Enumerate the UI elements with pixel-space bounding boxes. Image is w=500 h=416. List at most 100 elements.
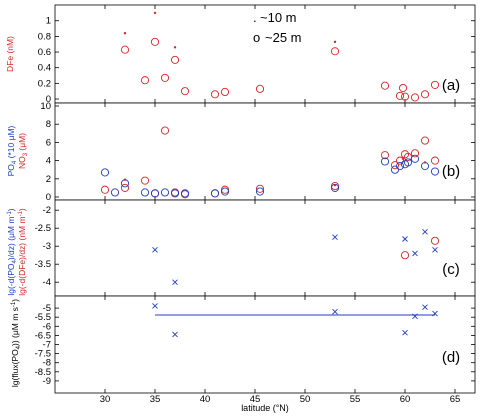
panel-d: -5-5.5-6-6.5-7-7.5-8-8.5-9 lg(flux(PO4))… (10, 295, 476, 394)
data-point-circle (180, 189, 190, 198)
panel-b-tag: (b) (442, 163, 460, 180)
y-tick-label: -5.5 (35, 312, 51, 323)
panel-a-ylabel: DFe (nM) (5, 36, 15, 72)
x-tick-label: 45 (250, 394, 261, 405)
y-tick-label: -8.5 (35, 367, 51, 378)
y-tick-label: -5 (43, 303, 51, 314)
panel-d-ylabel: lg(flux(PO4)) (μM m s-1) (10, 299, 22, 387)
panel-d-frame (54, 295, 476, 394)
data-point-x (422, 228, 428, 235)
data-point-dot (173, 46, 177, 49)
data-point-x (432, 246, 438, 253)
data-point-circle (410, 93, 420, 102)
data-point-circle (395, 162, 405, 171)
panel-d-marks (152, 303, 438, 338)
panel-d-tag: (d) (442, 349, 460, 366)
panel-a-marks (120, 11, 440, 102)
y-tick-label: -3 (43, 241, 51, 252)
x-axis-label: latitude (°N) (241, 403, 289, 413)
data-point-circle (430, 156, 440, 165)
data-point-circle (160, 73, 170, 82)
data-point-circle (180, 87, 190, 96)
y-tick-label: -2 (43, 205, 51, 216)
panel-b-marks (100, 126, 440, 199)
y-tick-label: -4 (43, 277, 51, 288)
x-tick-label: 40 (200, 394, 211, 405)
data-point-x (432, 310, 438, 317)
data-point-dot (123, 32, 127, 35)
data-point-circle (255, 84, 265, 93)
data-point-circle (400, 92, 410, 101)
data-point-circle (403, 158, 413, 167)
data-point-circle (400, 251, 410, 260)
panel-c-frame (54, 199, 476, 297)
data-point-x (402, 236, 408, 242)
panel-c-marks (152, 228, 440, 286)
y-tick-label: 4 (46, 156, 51, 167)
data-point-circle (380, 151, 390, 160)
data-point-x (332, 234, 338, 241)
data-point-dot (123, 178, 127, 181)
y-tick-label: -3.5 (35, 259, 51, 270)
y-tick-label: 2 (46, 174, 51, 185)
data-point-circle (410, 149, 420, 158)
data-point-circle (140, 188, 150, 197)
x-tick-label: 30 (100, 394, 111, 405)
y-tick-label: -2.5 (35, 223, 51, 234)
panel-c: -2 -2.5 -3 -3.5 -4 lg(-d(PO4)/dz) (μM m-1) l… (6, 199, 476, 297)
panel-a: 0 0.2 0.4 0.6 0.8 1 DFe (nM) (a) . ~10 m o ~2… (5, 4, 476, 105)
panel-c-tag: (c) (442, 261, 460, 278)
data-point-circle (170, 55, 180, 64)
data-point-circle (330, 47, 340, 56)
data-point-x (402, 329, 408, 336)
data-point-circle (150, 37, 160, 46)
data-point-circle (100, 185, 110, 194)
y-tick-label: -8 (43, 358, 51, 369)
x-tick-label: 50 (300, 394, 311, 405)
data-point-circle (220, 187, 230, 196)
data-point-dot (333, 183, 337, 187)
data-point-circle (100, 168, 110, 177)
data-point-circle (420, 136, 430, 145)
x-axis-ticks: 30 35 40 45 50 55 60 65 (100, 394, 461, 405)
y-tick-label: 0 (46, 192, 51, 203)
data-point-dot (401, 157, 405, 160)
y-tick-label: 1 (46, 16, 51, 27)
data-point-circle (160, 126, 170, 135)
x-tick-label: 60 (400, 394, 411, 405)
data-point-circle (110, 188, 120, 197)
data-point-dot (153, 11, 157, 15)
data-point-circle (430, 236, 440, 245)
y-tick-label: 0.2 (38, 78, 51, 89)
data-point-circle (160, 188, 170, 197)
data-point-circle (170, 189, 180, 198)
y-tick-label: -6 (43, 321, 51, 332)
data-point-circle (400, 150, 410, 159)
legend-circle-marker: o (253, 30, 260, 45)
legend-dot-marker: . (253, 10, 257, 25)
panel-c-ylabel-dfe: lg(-d(DFe)/dz) (nM m-1) (17, 208, 27, 296)
data-point-circle (410, 154, 420, 163)
data-point-circle (380, 157, 390, 166)
data-point-circle (210, 189, 220, 198)
data-point-circle (430, 167, 440, 176)
data-point-circle (395, 91, 405, 100)
panel-b-y-ticks: 0 2 4 6 8 10 (40, 101, 475, 203)
x-tick-label: 65 (450, 394, 461, 405)
data-point-circle (255, 184, 265, 193)
y-tick-label: 0.6 (38, 47, 51, 58)
data-point-circle (255, 187, 265, 196)
data-point-circle (140, 176, 150, 185)
legend-item-25m: ~25 m (265, 30, 302, 45)
data-point-circle (420, 90, 430, 99)
data-point-x (422, 304, 428, 311)
x-tick-label: 35 (150, 394, 161, 405)
y-tick-label: 0 (46, 94, 51, 105)
legend-item-10m: ~10 m (260, 10, 297, 25)
y-tick-label: -7.5 (35, 349, 51, 360)
data-point-x (412, 250, 418, 257)
panel-b-frame (54, 102, 476, 201)
y-tick-label: 0.8 (38, 31, 51, 42)
